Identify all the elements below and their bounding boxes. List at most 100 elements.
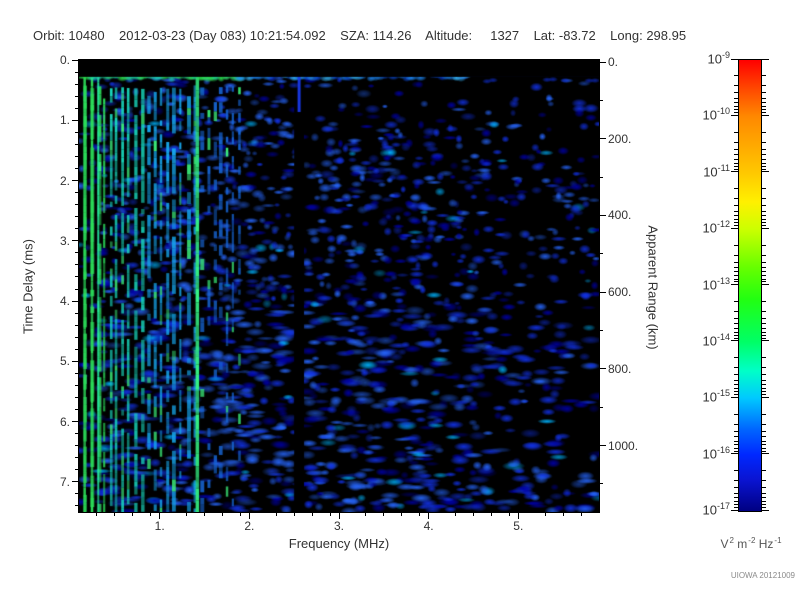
axis-tick	[72, 360, 79, 362]
colorbar-minor-tick	[734, 102, 738, 104]
colorbar-minor-tick	[762, 85, 766, 87]
colorbar-minor-tick	[734, 480, 738, 482]
colorbar-minor-tick	[734, 131, 738, 133]
axis-tick	[329, 512, 331, 516]
colorbar-minor-tick	[734, 444, 738, 446]
colorbar-minor-tick	[762, 496, 766, 498]
y-tick-label: 7.	[59, 474, 70, 489]
colorbar-minor-tick	[734, 267, 738, 269]
axis-tick	[75, 372, 79, 374]
right-tick-label: 200.	[608, 131, 632, 146]
colorbar-minor-tick	[734, 367, 738, 369]
colorbar-minor-tick	[762, 470, 766, 472]
colorbar-minor-tick	[734, 331, 738, 333]
colorbar-tick-label: 10-17	[702, 501, 730, 518]
colorbar-minor-tick	[762, 275, 766, 277]
axis-tick	[599, 291, 606, 293]
x-tick-label: 5.	[513, 519, 524, 533]
colorbar-minor-tick	[762, 158, 766, 160]
colorbar-minor-tick	[762, 244, 766, 246]
colorbar-minor-tick	[734, 210, 738, 212]
colorbar-minor-tick	[762, 254, 766, 256]
colorbar-tick	[731, 340, 738, 342]
colorbar-tick	[762, 453, 769, 455]
axis-tick	[221, 512, 223, 516]
colorbar-tick-label: 10-11	[703, 162, 730, 180]
colorbar-minor-tick	[762, 102, 766, 104]
colorbar-tick	[762, 114, 769, 116]
axis-tick	[490, 512, 492, 516]
colorbar-minor-tick	[734, 254, 738, 256]
colorbar-minor-tick	[734, 225, 738, 227]
axis-tick	[599, 483, 603, 485]
axis-tick	[72, 240, 79, 242]
colorbar-minor-tick	[734, 275, 738, 277]
x-tick-label: 1.	[154, 519, 165, 533]
axis-tick	[186, 512, 188, 516]
colorbar-minor-tick	[762, 198, 766, 200]
colorbar-minor-tick	[762, 168, 766, 170]
colorbar-minor-tick	[762, 447, 766, 449]
colorbar-minor-tick	[762, 423, 766, 425]
colorbar-minor-tick	[734, 450, 738, 452]
right-tick-label: 400.	[608, 208, 632, 223]
axis-tick	[544, 512, 546, 516]
axis-tick	[599, 61, 606, 63]
colorbar-minor-tick	[734, 222, 738, 224]
colorbar-minor-tick	[734, 278, 738, 280]
colorbar-minor-tick	[762, 162, 766, 164]
colorbar-minor-tick	[762, 384, 766, 386]
y-tick-label: 3.	[59, 233, 70, 248]
colorbar-minor-tick	[734, 500, 738, 502]
axis-tick	[75, 204, 79, 206]
colorbar-minor-tick	[762, 109, 766, 111]
colorbar-minor-tick	[734, 388, 738, 390]
colorbar-minor-tick	[762, 106, 766, 108]
colorbar-minor-tick	[734, 334, 738, 336]
axis-tick	[455, 512, 457, 516]
colorbar-minor-tick	[734, 162, 738, 164]
colorbar-tick	[762, 340, 769, 342]
axis-tick	[580, 512, 582, 516]
x-tick-label: 3.	[333, 519, 344, 533]
axis-tick	[75, 288, 79, 290]
colorbar-minor-tick	[762, 436, 766, 438]
colorbar-minor-tick	[734, 310, 738, 312]
y-tick-label: 2.	[59, 173, 70, 188]
axis-tick	[75, 192, 79, 194]
colorbar-minor-tick	[762, 154, 766, 156]
axis-tick	[75, 252, 79, 254]
colorbar-minor-tick	[734, 492, 738, 494]
axis-tick	[72, 59, 79, 61]
axis-tick	[75, 312, 79, 314]
colorbar-minor-tick	[734, 504, 738, 506]
axis-tick	[72, 119, 79, 121]
colorbar-minor-tick	[762, 271, 766, 273]
colorbar-minor-tick	[762, 504, 766, 506]
colorbar-minor-tick	[762, 75, 766, 77]
x-tick-label: 4.	[423, 519, 434, 533]
colorbar-minor-tick	[762, 310, 766, 312]
axis-tick	[75, 83, 79, 85]
colorbar-minor-tick	[762, 487, 766, 489]
colorbar-minor-tick	[762, 131, 766, 133]
colorbar-minor-tick	[734, 198, 738, 200]
colorbar-minor-tick	[734, 141, 738, 143]
axis-tick	[75, 469, 79, 471]
colorbar-tick	[762, 227, 769, 229]
colorbar-minor-tick	[762, 210, 766, 212]
colorbar-minor-tick	[734, 261, 738, 263]
axis-tick	[401, 512, 403, 516]
colorbar-minor-tick	[762, 331, 766, 333]
axis-tick	[75, 71, 79, 73]
axis-tick	[75, 396, 79, 398]
colorbar-unit-label: V2 m-2 Hz-1	[720, 536, 782, 551]
axis-tick	[239, 512, 241, 516]
colorbar-minor-tick	[762, 357, 766, 359]
colorbar-tick	[762, 509, 769, 511]
colorbar-minor-tick	[762, 413, 766, 415]
axis-tick	[75, 131, 79, 133]
colorbar-minor-tick	[762, 430, 766, 432]
colorbar-minor-tick	[762, 388, 766, 390]
axis-tick	[599, 406, 603, 408]
